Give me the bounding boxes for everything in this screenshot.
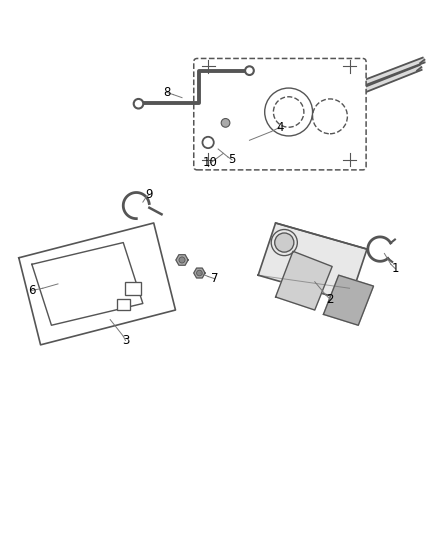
Polygon shape <box>323 275 374 325</box>
Text: 6: 6 <box>28 284 35 297</box>
Polygon shape <box>19 223 176 345</box>
Text: 4: 4 <box>276 121 284 134</box>
Polygon shape <box>198 64 422 158</box>
Text: 8: 8 <box>163 86 170 99</box>
Text: 1: 1 <box>392 262 399 275</box>
FancyBboxPatch shape <box>194 59 366 170</box>
Circle shape <box>245 66 254 75</box>
Polygon shape <box>194 268 205 278</box>
Bar <box>125 282 141 295</box>
Circle shape <box>179 257 185 263</box>
Polygon shape <box>258 223 367 301</box>
Polygon shape <box>176 255 188 265</box>
Circle shape <box>221 118 230 127</box>
Text: 7: 7 <box>211 272 219 285</box>
Polygon shape <box>276 251 332 310</box>
Text: 10: 10 <box>203 156 218 169</box>
Circle shape <box>275 233 294 252</box>
Polygon shape <box>32 243 143 325</box>
Text: 3: 3 <box>122 334 129 347</box>
Circle shape <box>134 99 143 109</box>
Text: 9: 9 <box>145 188 153 201</box>
Text: 2: 2 <box>326 293 334 305</box>
Circle shape <box>197 270 202 276</box>
Bar <box>117 299 130 310</box>
Text: 5: 5 <box>228 154 236 166</box>
Polygon shape <box>207 58 425 145</box>
